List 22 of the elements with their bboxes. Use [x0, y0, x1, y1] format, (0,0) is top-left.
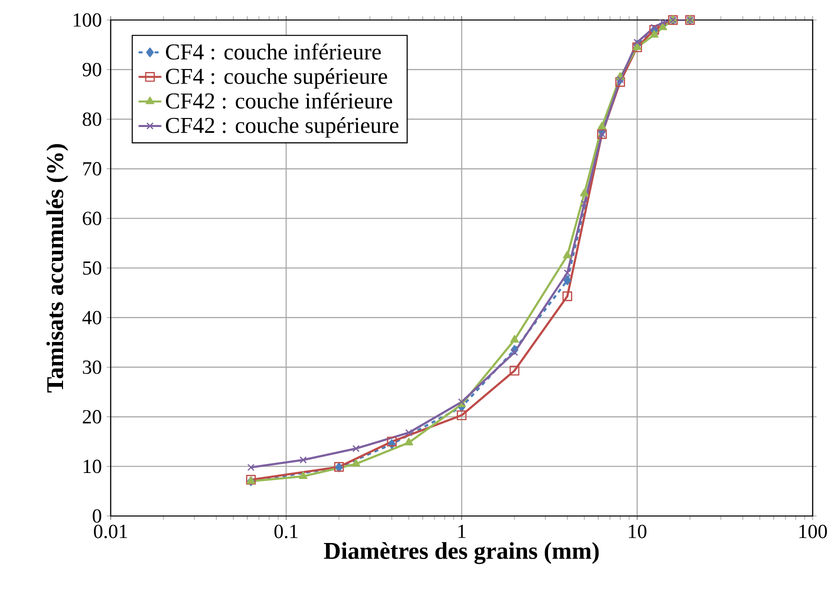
y-axis-title: Tamisats accumulés (%)	[46, 144, 68, 393]
legend-label: CF42 : couche supérieure	[166, 117, 398, 138]
y-tick-label: 100	[74, 13, 102, 27]
x-tick-label: 100	[799, 524, 827, 538]
legend-label: CF42 : couche inférieure	[166, 92, 392, 109]
legend-label: CF4 : couche inférieure	[166, 44, 381, 60]
x-tick-label: 0.1	[274, 524, 298, 538]
y-tick-label: 80	[82, 112, 102, 126]
y-tick-label: 10	[84, 460, 102, 474]
y-tick-label: 70	[83, 162, 102, 176]
x-tick-label: 0.01	[94, 524, 127, 538]
legend-label: CF4 : couche supérieure	[166, 68, 388, 89]
y-tick-label: 30	[82, 360, 102, 374]
x-tick-label: 10	[628, 524, 646, 538]
y-tick-label: 20	[82, 410, 102, 424]
y-tick-label: 40	[82, 311, 102, 325]
x-axis-title: Diamètres des grains (mm)	[324, 542, 599, 564]
y-tick-label: 50	[83, 261, 102, 275]
y-tick-label: 0	[92, 509, 102, 523]
x-tick-label: 1	[458, 524, 466, 538]
y-tick-label: 60	[82, 212, 102, 226]
y-tick-label: 90	[82, 63, 102, 77]
